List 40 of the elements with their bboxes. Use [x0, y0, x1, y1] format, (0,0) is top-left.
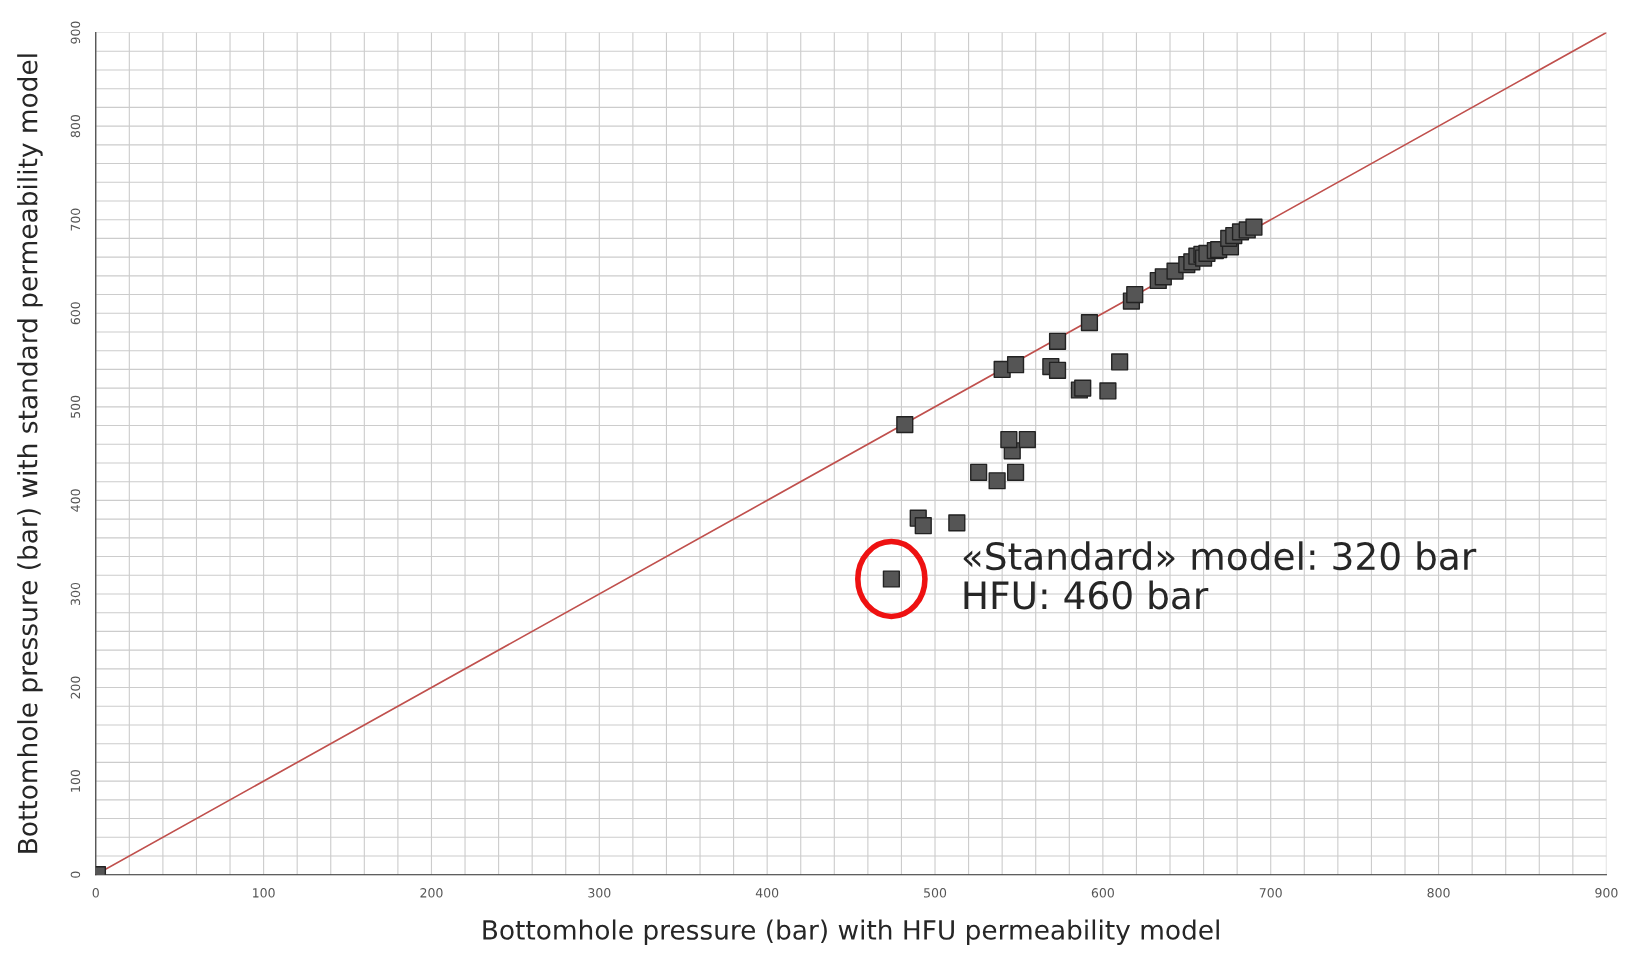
x-tick-label: 300	[588, 888, 611, 898]
x-axis-title: Bottomhole pressure (bar) with HFU permeability model	[483, 919, 1219, 945]
y-tick-label: 300	[70, 582, 81, 605]
x-tick-label: 400	[755, 888, 779, 898]
x-tick-label: 900	[1595, 888, 1618, 898]
y-tick-label: 700	[70, 208, 81, 231]
x-tick-label: 700	[1259, 888, 1282, 898]
y-tick-label: 600	[70, 302, 81, 325]
point	[1000, 430, 1018, 449]
y-tick-label: 100	[70, 770, 81, 792]
point	[1018, 430, 1036, 449]
x-tick-label: 600	[1091, 888, 1114, 898]
point	[1048, 361, 1067, 379]
point	[896, 415, 914, 434]
point	[970, 463, 988, 481]
y-axis-title: Bottomhole pressure (bar) with standard permeability model	[17, 54, 43, 853]
y-tick-label: 0	[70, 871, 81, 878]
x-tick-label: 200	[420, 888, 443, 898]
y-tick-label: 800	[70, 115, 81, 138]
point	[1006, 356, 1025, 374]
y-tick-label: 400	[70, 489, 81, 512]
point	[1048, 332, 1067, 350]
x-tick-label: 800	[1427, 888, 1450, 898]
point	[988, 472, 1006, 490]
point	[1099, 382, 1117, 400]
annotation: «Standard» model: 320 bar HFU: 460 bar	[963, 541, 1477, 610]
point	[948, 514, 966, 532]
y-tick-label: 200	[70, 676, 81, 699]
y-tick-label: 900	[70, 21, 81, 44]
x-tick-label: 0	[92, 888, 99, 898]
point	[1006, 463, 1025, 481]
y-tick-label: 500	[70, 395, 81, 418]
point	[1080, 314, 1099, 332]
point	[1074, 379, 1092, 397]
point	[1111, 353, 1129, 371]
point	[1245, 218, 1263, 236]
x-tick-label: 100	[253, 888, 275, 898]
point	[1126, 285, 1144, 304]
point	[914, 517, 932, 535]
x-tick-label: 500	[924, 888, 947, 898]
